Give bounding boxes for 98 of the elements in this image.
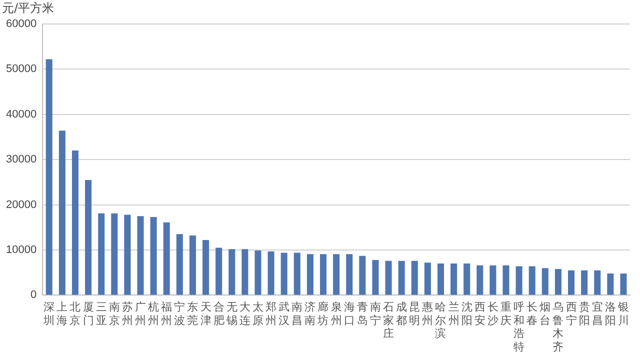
bar — [542, 268, 548, 295]
x-tick-label: 宜昌 — [592, 300, 603, 327]
x-tick-label: 兰州 — [448, 300, 460, 327]
bar — [306, 254, 314, 295]
bar — [594, 270, 601, 295]
y-tick-label: 40000 — [6, 108, 37, 120]
bar — [176, 234, 183, 295]
x-tick-label: 哈尔滨 — [435, 300, 446, 340]
x-tick-label: 昆明 — [409, 300, 420, 327]
x-tick-label: 沈阳 — [461, 300, 472, 327]
bar — [346, 254, 353, 295]
x-tick-label: 东莞 — [187, 300, 198, 327]
x-tick-label: 西宁 — [566, 300, 577, 327]
bar — [124, 214, 131, 295]
x-tick-label: 长沙 — [487, 300, 498, 327]
x-tick-label: 三亚 — [96, 300, 107, 327]
bar — [85, 180, 92, 295]
x-tick-label: 呼和浩特 — [514, 300, 525, 354]
y-tick-label: 20000 — [6, 198, 37, 211]
y-tick-label: 50000 — [6, 63, 37, 76]
bar — [554, 268, 562, 295]
x-tick-label: 长春 — [526, 300, 538, 327]
x-tick-label: 石家庄 — [383, 300, 394, 340]
x-tick-label: 武汉 — [278, 300, 290, 327]
x-tick-label: 西安 — [474, 300, 486, 327]
x-tick-label: 洛阳 — [604, 300, 616, 327]
bar — [150, 217, 157, 295]
bar — [359, 256, 366, 295]
y-tick-label: 60000 — [6, 18, 37, 30]
bar — [137, 216, 144, 295]
bar — [242, 249, 248, 295]
x-tick-label: 贵阳 — [578, 300, 590, 327]
bar — [490, 265, 496, 295]
x-tick-label: 成都 — [396, 300, 408, 327]
bar — [268, 251, 274, 295]
bar — [111, 213, 118, 295]
x-tick-label: 郑州 — [266, 300, 277, 327]
bar — [581, 270, 588, 295]
bar — [254, 250, 262, 295]
x-tick-label: 南京 — [108, 300, 120, 327]
x-tick-label: 重庆 — [500, 300, 512, 327]
x-tick-label: 北京 — [70, 300, 81, 327]
bar — [568, 270, 575, 295]
x-tick-label: 海口 — [344, 300, 355, 327]
bar — [202, 240, 210, 295]
x-tick-label: 烟台 — [540, 300, 551, 327]
bar — [228, 249, 236, 295]
bar — [607, 274, 614, 295]
x-tick-label: 天津 — [200, 300, 212, 327]
bar — [72, 150, 78, 295]
x-tick-label: 宁波 — [174, 300, 186, 327]
bar — [46, 59, 52, 295]
bar — [294, 252, 300, 295]
x-tick-label: 杭州 — [147, 300, 160, 327]
x-tick-label: 广州 — [134, 300, 146, 327]
bar — [333, 254, 340, 295]
x-tick-label: 南昌 — [292, 300, 303, 327]
y-tick-label: 10000 — [6, 244, 37, 256]
bar — [372, 260, 379, 295]
bar — [320, 254, 327, 295]
y-tick-label: 30000 — [6, 154, 37, 166]
bar — [280, 252, 288, 295]
bar — [163, 222, 170, 295]
bar — [464, 264, 470, 295]
x-tick-label: 银川 — [616, 300, 629, 327]
x-tick-label: 乌鲁木齐 — [552, 300, 564, 354]
x-tick-label: 大连 — [239, 300, 250, 327]
x-tick-label: 上海 — [56, 300, 68, 327]
bar — [385, 260, 392, 295]
x-tick-label: 无锡 — [225, 300, 238, 327]
bar — [216, 248, 222, 295]
bar — [411, 260, 418, 295]
bar — [620, 274, 627, 295]
bar — [450, 264, 458, 295]
x-tick-label: 深圳 — [42, 300, 55, 327]
bar — [476, 265, 484, 295]
x-tick-label: 泉州 — [330, 300, 342, 327]
bar — [98, 213, 105, 295]
x-tick-label: 苏州 — [122, 300, 133, 327]
y-tick-label: 0 — [30, 289, 37, 302]
x-tick-label: 厦门 — [82, 300, 94, 327]
bar — [437, 264, 444, 295]
x-tick-label: 南宁 — [370, 300, 381, 327]
bar — [516, 266, 522, 295]
x-tick-label: 廊坊 — [316, 300, 329, 327]
x-tick-label: 惠州 — [421, 300, 434, 327]
bar — [502, 265, 510, 295]
x-tick-label: 济南 — [304, 300, 316, 327]
y-axis-title: 元/平方米 — [2, 0, 54, 17]
bar — [189, 236, 196, 295]
bar — [528, 266, 536, 295]
x-tick-label: 福州 — [161, 300, 172, 327]
bar — [398, 260, 405, 295]
x-tick-label: 青岛 — [356, 300, 368, 327]
x-tick-label: 太原 — [252, 300, 264, 327]
bar — [58, 130, 66, 295]
x-tick-label: 合肥 — [213, 300, 224, 327]
bar — [424, 262, 431, 295]
